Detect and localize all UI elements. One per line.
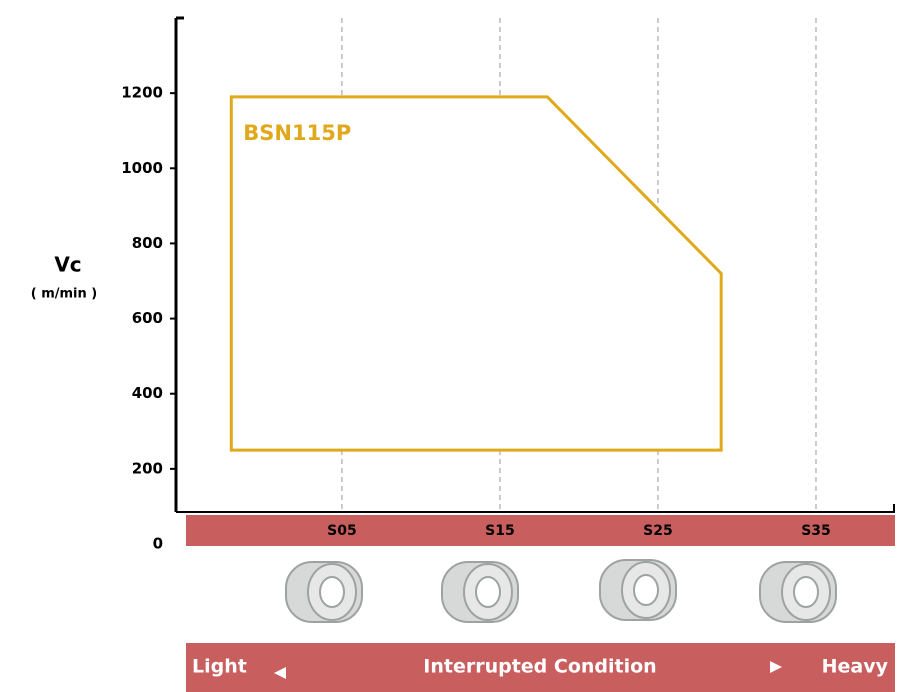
- condition-left: Light: [192, 656, 247, 678]
- condition-center: Interrupted Condition: [423, 656, 656, 678]
- x-tick-label: S15: [485, 523, 515, 539]
- y-tick-label: 0: [153, 535, 163, 553]
- grade-band: [186, 515, 895, 546]
- y-tick-label: 400: [132, 384, 163, 402]
- x-tick-label: S05: [327, 523, 357, 539]
- series-label: BSN115P: [243, 121, 351, 145]
- y-tick-label: 600: [132, 309, 163, 327]
- region: [229, 95, 723, 452]
- left-arrow: [274, 667, 286, 679]
- y-axis-unit: ( m/min ): [31, 287, 98, 302]
- y-tick-label: 1200: [121, 84, 163, 102]
- y-tick-label: 800: [132, 234, 163, 252]
- y-tick-label: 200: [132, 459, 163, 477]
- y-axis-label: Vc: [54, 253, 81, 277]
- x-tick-label: S25: [643, 523, 673, 539]
- right-arrow: [770, 661, 782, 673]
- insert-images: [285, 559, 837, 623]
- x-tick-label: S35: [801, 523, 831, 539]
- condition-right: Heavy: [822, 656, 889, 678]
- y-tick-label: 1000: [121, 159, 163, 177]
